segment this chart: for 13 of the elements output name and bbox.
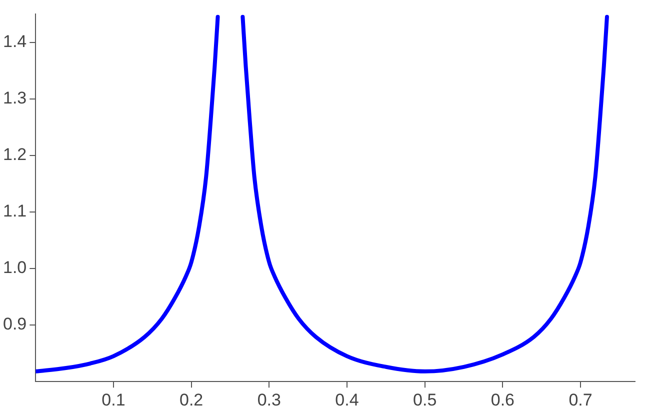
y-tick-label: 1.1: [2, 202, 27, 221]
x-tick-label: 0.6: [490, 390, 514, 410]
x-tick-label: 0.2: [179, 390, 204, 410]
x-tick-label: 0.5: [413, 390, 437, 410]
x-tick-label: 0.7: [568, 390, 592, 410]
x-tick-label: 0.3: [257, 390, 281, 410]
y-tick-label: 1.3: [2, 88, 27, 108]
x-tick-label: 0.4: [335, 390, 359, 410]
y-tick-label: 0.9: [2, 314, 27, 334]
y-tick-label: 1.4: [2, 32, 27, 51]
y-tick-label: 1.2: [2, 145, 27, 164]
y-tick-label: 1.0: [2, 258, 27, 278]
x-tick-label: 0.1: [102, 390, 126, 410]
